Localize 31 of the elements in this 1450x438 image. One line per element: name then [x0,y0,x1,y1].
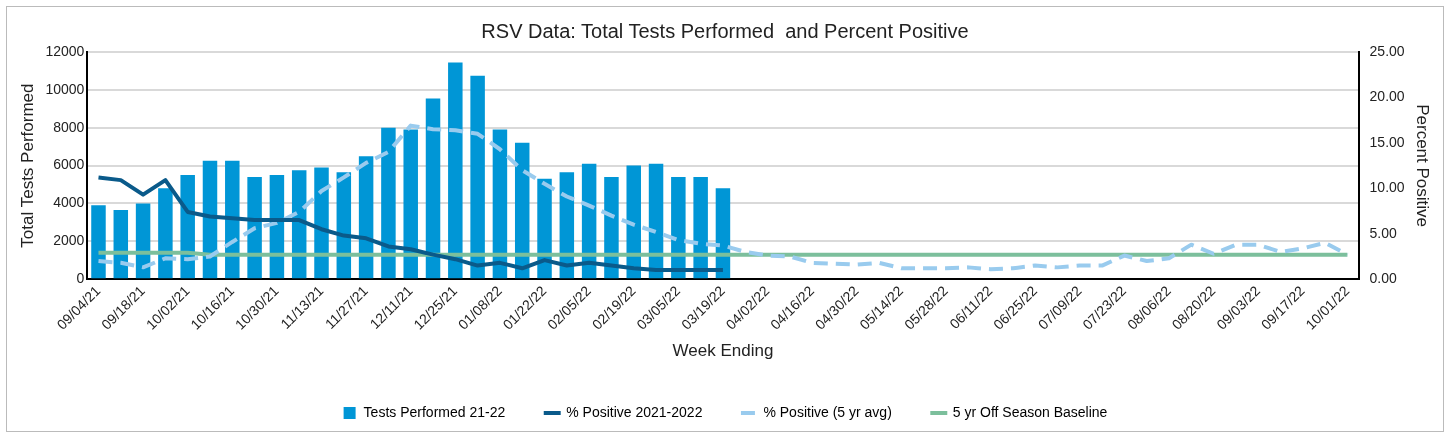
legend-label: Tests Performed 21-22 [363,403,506,420]
legend-label: 5 yr Off Season Baseline [952,403,1108,420]
bar [626,165,641,279]
y2-axis-title: Percent Positive [1413,104,1433,228]
y-tick-label: 8000 [53,118,85,135]
bar [158,188,173,279]
y-tick-label: 0 [76,270,85,287]
y-tick-label: 10000 [45,80,85,97]
y2-tick-label: 0.00 [1369,270,1398,287]
y-axis-title: Total Tests Performed [17,83,37,248]
y-tick-label: 6000 [53,156,85,173]
chart-title: RSV Data: Total Tests Performed and Percent Positive [481,19,969,42]
y-tick-label: 4000 [53,194,85,211]
y-tick-label: 12000 [45,42,85,59]
bar [91,205,106,279]
y2-tick-label: 5.00 [1369,224,1398,241]
bar [470,75,485,279]
y-tick-label: 2000 [53,232,85,249]
bar [425,98,441,279]
legend-label: % Positive (5 yr avg) [763,403,892,420]
y2-tick-label: 20.00 [1369,88,1405,105]
x-axis-title: Week Ending [672,341,774,361]
bar [537,178,552,279]
y2-tick-label: 25.00 [1369,42,1405,59]
bar [403,129,418,279]
bar [314,167,329,279]
y2-tick-label: 15.00 [1369,133,1405,150]
y2-tick-label: 10.00 [1369,179,1405,196]
legend-label: % Positive 2021-2022 [566,403,703,420]
bar [448,62,463,279]
bar [381,127,396,279]
